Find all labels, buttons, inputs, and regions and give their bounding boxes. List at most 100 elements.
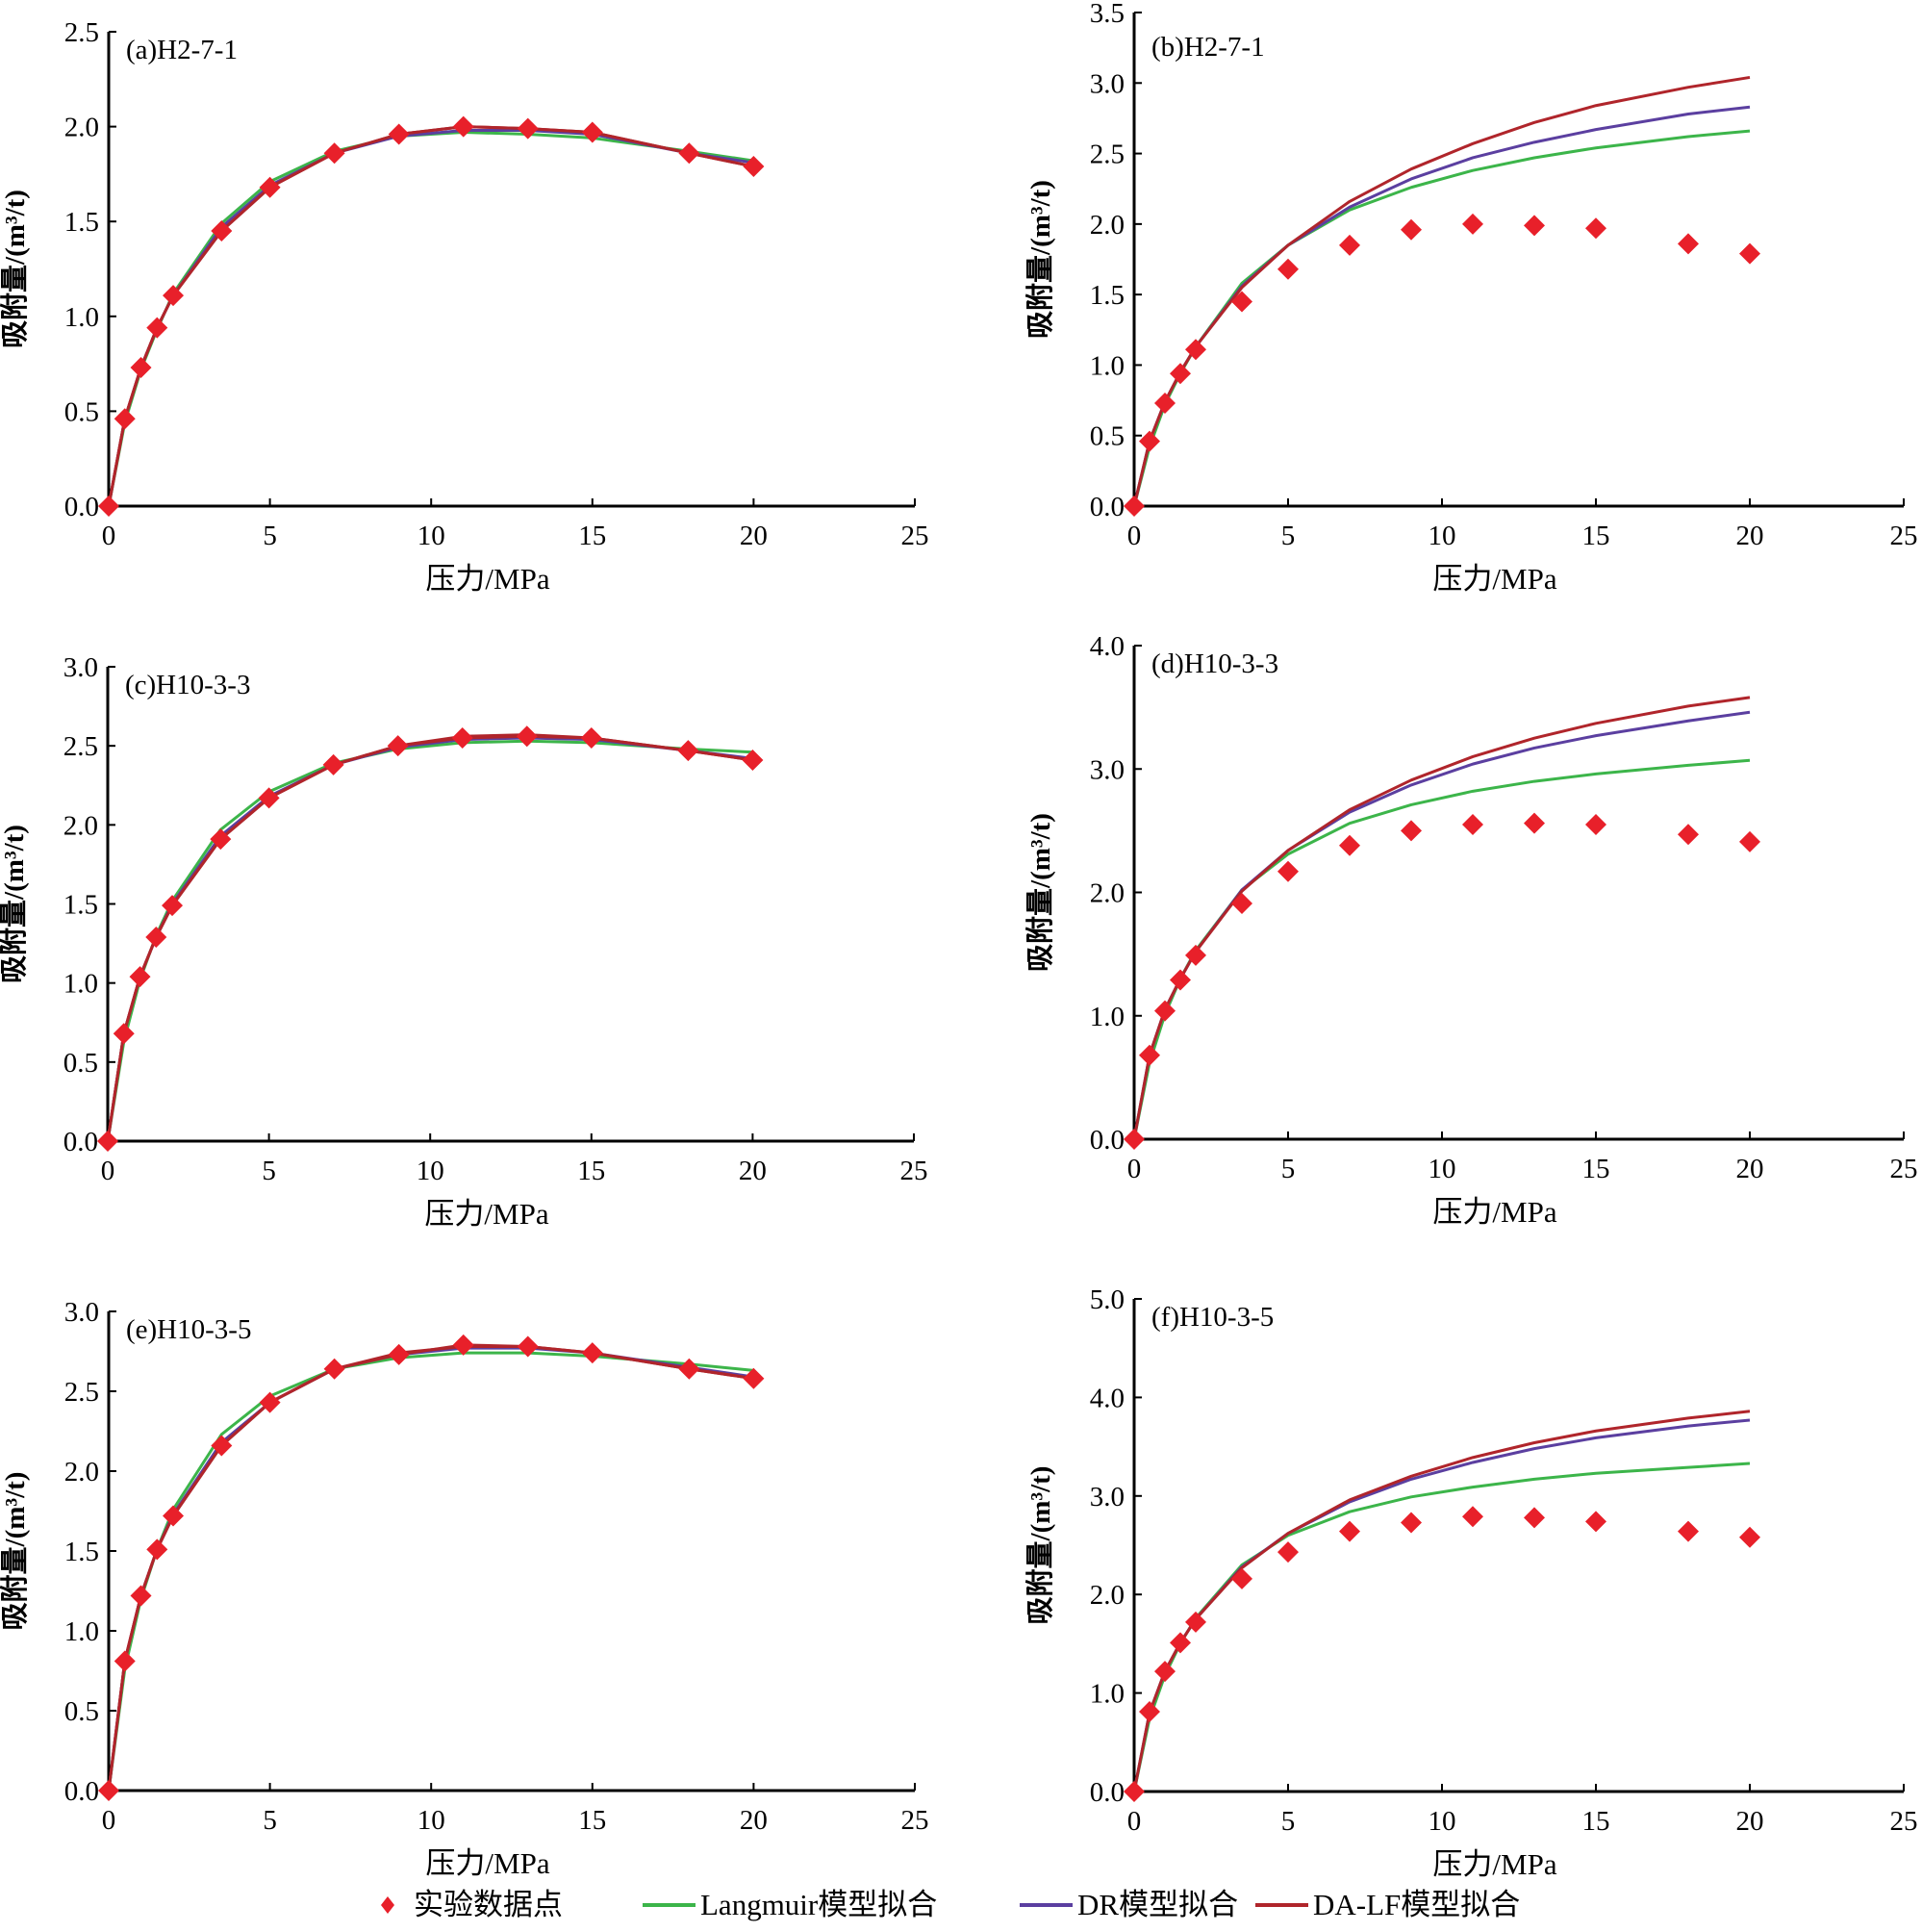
data-point [1170, 969, 1191, 991]
data-point [1739, 830, 1760, 852]
y-tick-label: 3.5 [1090, 0, 1125, 29]
data-point [1462, 1506, 1483, 1528]
data-point [1678, 1520, 1699, 1542]
series-line-dalf [107, 125, 754, 507]
panels: 0 5 10 15 20 25 0.0 0.5 1.0 1.5 2.0 2.5 压力/MPa 吸附量/(m… [0, 0, 1918, 1881]
y-tick-label: 5.0 [1090, 1284, 1125, 1315]
data-point [1231, 1567, 1252, 1589]
data-point [678, 1358, 700, 1380]
data-point [1185, 1611, 1206, 1633]
legend-label: Langmuir模型拟合 [700, 1888, 937, 1921]
x-tick-label: 10 [417, 521, 445, 551]
panel-title: (f)H10-3-5 [1151, 1302, 1274, 1333]
data-point [1170, 363, 1191, 385]
data-point [581, 121, 603, 143]
x-tick-label: 5 [262, 1156, 276, 1186]
data-point [678, 142, 700, 165]
data-point [146, 1538, 168, 1561]
data-point [258, 787, 280, 809]
data-point [388, 1343, 410, 1365]
y-tick-label: 0.0 [63, 1127, 98, 1157]
data-point [1139, 1044, 1160, 1066]
data-point [1277, 258, 1299, 280]
data-point [517, 1335, 539, 1358]
data-point [1231, 291, 1252, 313]
x-tick-label: 10 [1429, 1154, 1456, 1184]
data-point [452, 1334, 474, 1356]
y-tick-label: 1.0 [1090, 1679, 1125, 1710]
y-tick-label: 4.0 [1090, 631, 1125, 662]
data-point [1154, 1000, 1176, 1022]
data-point [130, 1585, 152, 1607]
chart-panel-4: 0 5 10 15 20 25 0.0 0.5 1.0 1.5 2.0 2.5 3.0 压力/MPa 吸附量… [0, 1297, 929, 1880]
series-line-langmuir [107, 1351, 754, 1792]
series-line-dr [1132, 1418, 1751, 1792]
data-point [677, 740, 699, 762]
panel-title: (d)H10-3-3 [1151, 648, 1278, 679]
y-tick-label: 0.0 [1090, 1777, 1125, 1808]
x-axis-label: 压力/MPa [425, 1846, 549, 1880]
y-tick-label: 0.0 [1090, 492, 1125, 522]
x-tick-label: 0 [1127, 1154, 1142, 1184]
data-point [211, 220, 233, 242]
data-point [114, 1650, 136, 1672]
y-tick-label: 1.0 [64, 302, 99, 333]
y-tick-label: 1.5 [64, 207, 99, 238]
x-tick-label: 25 [900, 1156, 928, 1186]
data-point [1339, 834, 1360, 856]
x-tick-label: 0 [102, 521, 116, 551]
y-tick-label: 3.0 [64, 1297, 99, 1328]
y-tick-label: 2.0 [1090, 1580, 1125, 1611]
x-tick-label: 25 [901, 521, 929, 551]
series-line-dalf [107, 1345, 754, 1792]
y-axis-label: 吸附量/(m³/t) [0, 825, 30, 983]
panel-title: (e)H10-3-5 [126, 1314, 251, 1345]
panel-title: (c)H10-3-3 [125, 670, 250, 700]
data-point [113, 1023, 135, 1045]
chart-panel-0: 0 5 10 15 20 25 0.0 0.5 1.0 1.5 2.0 2.5 压力/MPa 吸附量/(m… [0, 17, 929, 596]
x-axis-label: 压力/MPa [424, 1197, 548, 1231]
y-tick-label: 2.5 [64, 17, 99, 48]
data-point [130, 357, 152, 379]
x-tick-label: 5 [263, 1805, 277, 1836]
chart-panel-5: 0 5 10 15 20 25 0.0 1.0 2.0 3.0 4.0 5.0 压力/MPa 吸附量/(m… [1024, 1284, 1918, 1881]
data-point [1154, 1661, 1176, 1683]
data-point [1339, 234, 1360, 256]
panel-title: (a)H2-7-1 [126, 35, 238, 65]
y-tick-label: 0.5 [64, 1696, 99, 1727]
y-tick-label: 3.0 [63, 652, 98, 683]
x-tick-label: 15 [1582, 521, 1610, 551]
x-tick-label: 15 [1582, 1154, 1610, 1184]
y-tick-label: 4.0 [1090, 1383, 1125, 1413]
data-point [388, 123, 410, 145]
data-point [211, 1435, 233, 1457]
y-tick-label: 2.0 [64, 113, 99, 143]
series-line-dr [107, 1346, 754, 1792]
x-tick-label: 0 [102, 1805, 116, 1836]
legend: 实验数据点 Langmuir模型拟合 DR模型拟合 DA-LF模型拟合 [381, 1888, 1520, 1921]
y-tick-label: 1.0 [63, 969, 98, 1000]
data-point [162, 895, 184, 917]
data-point [516, 725, 538, 748]
data-point [1124, 1781, 1145, 1802]
x-tick-label: 0 [101, 1156, 115, 1186]
data-point [323, 1358, 345, 1380]
x-tick-label: 25 [1890, 1806, 1918, 1837]
y-tick-label: 2.0 [64, 1457, 99, 1487]
data-point [1124, 496, 1145, 517]
y-axis-label: 吸附量/(m³/t) [1024, 180, 1056, 339]
x-axis-label: 压力/MPa [1432, 562, 1556, 596]
y-tick-label: 2.5 [63, 731, 98, 762]
y-tick-label: 0.0 [64, 492, 99, 522]
series-line-experiment [106, 734, 753, 1142]
x-tick-label: 20 [1736, 1154, 1764, 1184]
y-axis-label: 吸附量/(m³/t) [0, 1472, 31, 1631]
data-point [146, 317, 168, 339]
legend-item-dr: DR模型拟合 [1020, 1888, 1238, 1921]
data-point [129, 966, 151, 988]
y-tick-label: 1.5 [63, 890, 98, 921]
legend-item-dalf: DA-LF模型拟合 [1255, 1888, 1520, 1921]
x-tick-label: 25 [1890, 521, 1918, 551]
y-tick-label: 2.0 [63, 810, 98, 841]
series-line-langmuir [107, 131, 754, 507]
